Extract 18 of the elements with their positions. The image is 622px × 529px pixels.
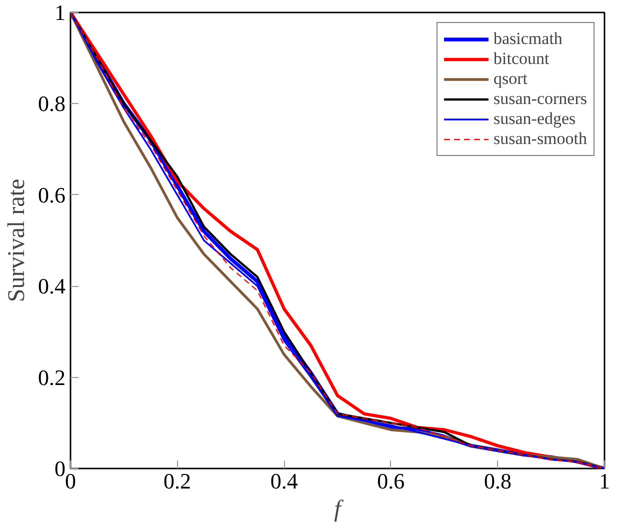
x-tick-label: 0.6 [377,468,405,494]
legend-label: basicmath [494,29,562,49]
legend-label: bitcount [494,49,550,69]
legend-label: susan-corners [494,89,587,109]
x-tick-label: 0.2 [164,468,192,494]
legend-label: susan-edges [494,109,576,129]
x-tick-label: 0.8 [484,468,512,494]
y-tick-label: 0.6 [38,182,66,208]
y-axis-title: Survival rate [4,178,30,302]
x-tick-label: 0.4 [270,468,298,494]
x-axis-title: f [334,496,344,522]
y-tick-label: 0.8 [38,91,66,116]
legend-label: qsort [494,69,528,89]
y-tick-label: 1 [54,0,66,25]
y-tick-label: 0.4 [38,274,66,299]
x-tick-label: 1 [599,468,610,494]
y-tick-label: 0.2 [38,364,66,390]
legend-label: susan-smooth [494,129,587,149]
